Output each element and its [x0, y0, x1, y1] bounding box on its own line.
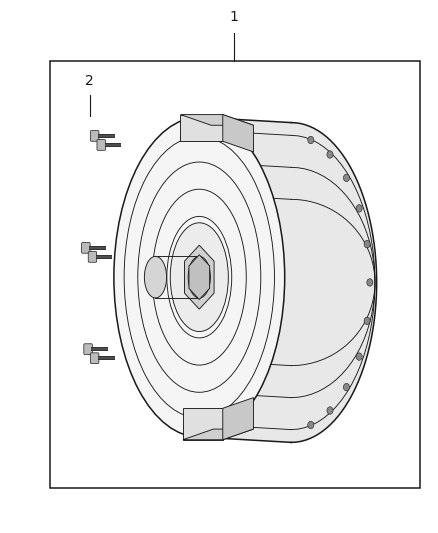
- Bar: [183, 408, 223, 440]
- Polygon shape: [223, 398, 254, 440]
- Polygon shape: [199, 117, 377, 442]
- Polygon shape: [223, 115, 254, 152]
- Ellipse shape: [343, 174, 350, 182]
- Bar: [50, 61, 420, 488]
- FancyBboxPatch shape: [81, 243, 90, 253]
- Ellipse shape: [327, 151, 333, 158]
- Bar: [180, 115, 223, 141]
- Ellipse shape: [114, 117, 285, 437]
- Ellipse shape: [364, 240, 370, 248]
- Ellipse shape: [188, 256, 210, 298]
- FancyBboxPatch shape: [90, 131, 99, 141]
- Polygon shape: [184, 245, 214, 309]
- Ellipse shape: [206, 123, 377, 442]
- Polygon shape: [183, 429, 254, 440]
- Text: 1: 1: [230, 10, 239, 24]
- Ellipse shape: [308, 421, 314, 429]
- Ellipse shape: [170, 223, 228, 332]
- Ellipse shape: [356, 205, 362, 212]
- Polygon shape: [180, 115, 254, 125]
- Ellipse shape: [367, 279, 373, 286]
- Ellipse shape: [327, 407, 333, 414]
- Ellipse shape: [308, 136, 314, 144]
- Ellipse shape: [364, 317, 370, 325]
- Text: 2: 2: [85, 74, 94, 88]
- FancyBboxPatch shape: [88, 252, 97, 262]
- Ellipse shape: [343, 383, 350, 391]
- Ellipse shape: [356, 353, 362, 360]
- FancyBboxPatch shape: [97, 140, 106, 150]
- FancyBboxPatch shape: [90, 353, 99, 364]
- Ellipse shape: [145, 256, 166, 298]
- Polygon shape: [189, 255, 210, 300]
- FancyBboxPatch shape: [84, 344, 92, 354]
